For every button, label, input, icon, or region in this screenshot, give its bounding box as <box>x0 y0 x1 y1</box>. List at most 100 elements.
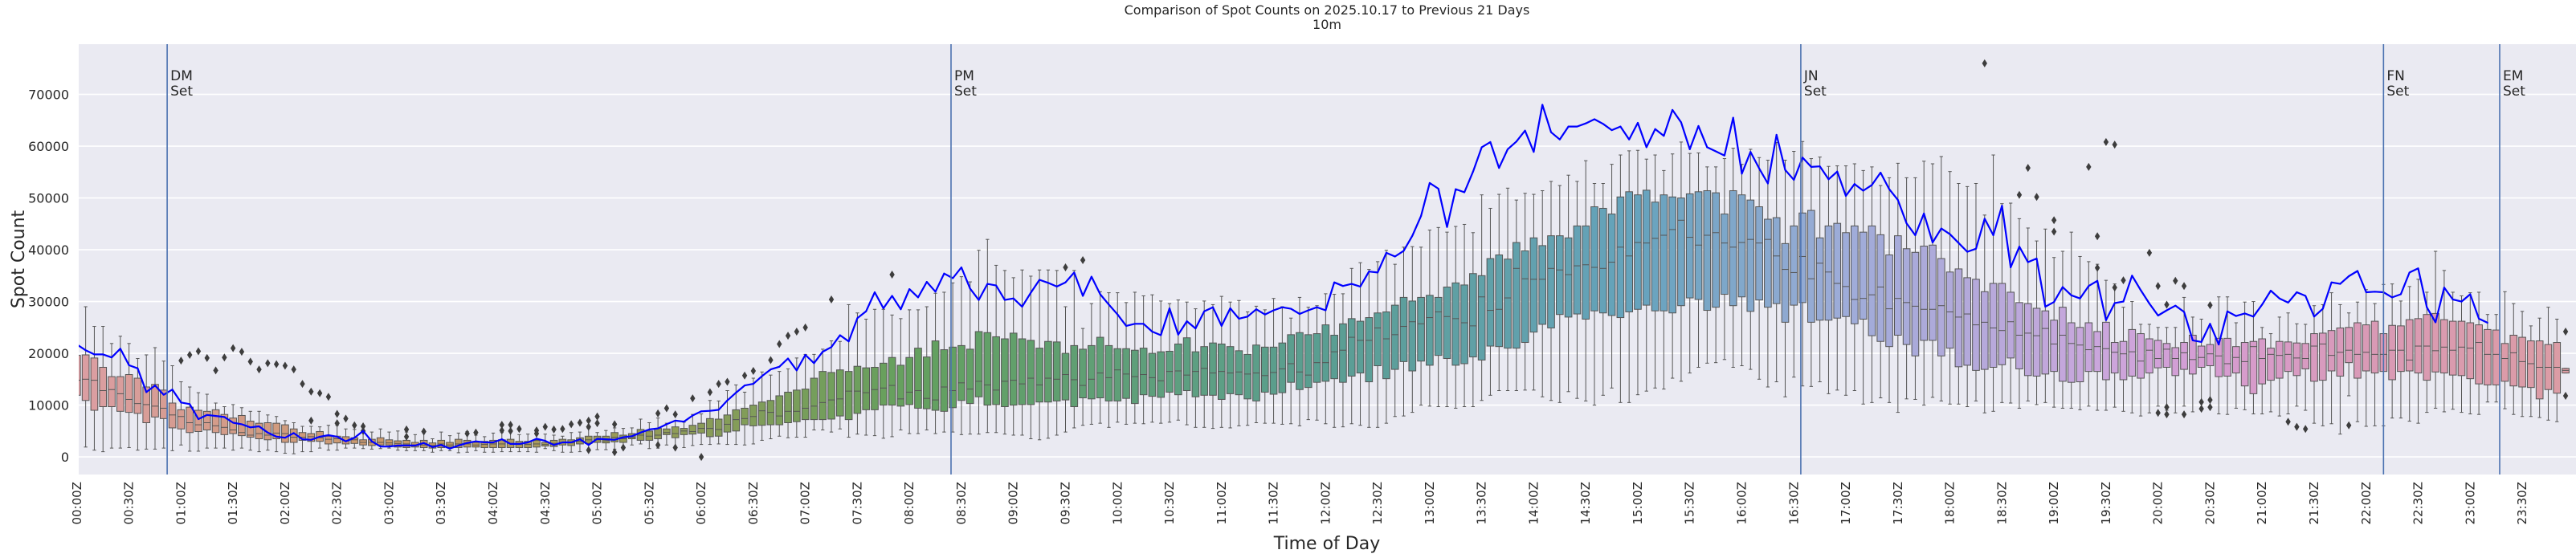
box-176 <box>1598 183 1607 396</box>
box-190 <box>1721 158 1729 360</box>
outlier-point <box>889 271 895 279</box>
box-112 <box>1044 269 1052 439</box>
x-tick-label: 05:00Z <box>590 482 605 525</box>
today-point <box>2296 291 2298 293</box>
box-iqr <box>1634 194 1642 310</box>
today-point <box>1012 297 1014 299</box>
box-iqr <box>1868 225 1876 336</box>
box-iqr <box>2050 320 2058 373</box>
box-150 <box>1374 261 1382 428</box>
box-265 <box>2370 303 2379 426</box>
today-point <box>1151 330 1153 332</box>
outlier-point <box>2207 403 2213 412</box>
outlier-point <box>594 412 600 421</box>
box-iqr <box>2093 331 2101 373</box>
today-point <box>2174 304 2177 307</box>
y-tick-label: 20000 <box>28 346 69 361</box>
today-point <box>700 410 703 413</box>
outlier-point <box>2016 190 2023 199</box>
box-118 <box>1096 291 1104 424</box>
box-164 <box>1495 193 1504 392</box>
today-point <box>111 356 113 359</box>
box-16 <box>211 402 220 449</box>
outlier-point <box>300 380 305 389</box>
box-239 <box>2145 324 2153 413</box>
box-20 <box>246 410 255 451</box>
box-9 <box>151 347 159 450</box>
today-point <box>674 419 676 422</box>
today-point <box>1003 299 1006 301</box>
today-point <box>1645 146 1647 149</box>
today-point <box>1108 303 1110 306</box>
today-point <box>795 369 798 372</box>
today-point <box>891 295 893 297</box>
box-iqr <box>2171 347 2180 377</box>
box-251 <box>2249 301 2258 415</box>
box-iqr <box>2370 320 2379 374</box>
x-tick-label: 15:00Z <box>1631 482 1645 525</box>
box-62 <box>610 427 618 450</box>
box-122 <box>1131 291 1139 424</box>
box-107 <box>1001 270 1009 435</box>
box-131 <box>1209 303 1217 430</box>
today-point <box>2374 291 2376 293</box>
box-iqr <box>90 357 99 411</box>
x-tick-label: 14:30Z <box>1578 482 1593 525</box>
today-point <box>865 310 868 312</box>
box-134 <box>1235 299 1243 426</box>
today-point <box>2417 267 2419 270</box>
box-iqr <box>1945 271 1954 349</box>
box-149 <box>1365 269 1374 428</box>
outlier-point <box>421 427 427 436</box>
outlier-point <box>802 323 808 332</box>
outlier-point <box>239 348 245 356</box>
x-tick-label: 06:00Z <box>694 482 708 525</box>
today-point <box>1229 307 1231 309</box>
box-183 <box>1659 169 1668 390</box>
box-4 <box>108 343 116 449</box>
box-274 <box>2448 291 2457 410</box>
today-point <box>93 353 96 356</box>
today-point <box>189 403 191 405</box>
today-point <box>1749 151 1752 153</box>
box-iqr <box>2284 341 2292 373</box>
today-point <box>1888 188 1891 190</box>
box-203 <box>1833 165 1842 391</box>
box-111 <box>1035 269 1043 441</box>
today-point <box>744 385 746 387</box>
today-point <box>2200 340 2202 343</box>
today-point <box>1862 189 1864 192</box>
today-point <box>2408 271 2411 274</box>
outlier-point <box>499 421 505 430</box>
today-point <box>1039 279 1041 281</box>
box-iqr <box>2153 340 2162 369</box>
today-point <box>2252 316 2255 318</box>
today-point <box>1585 122 1587 124</box>
box-285 <box>2544 307 2553 421</box>
box-76 <box>732 384 741 446</box>
outlier-point <box>2034 193 2039 202</box>
outlier-point <box>516 425 522 434</box>
box-iqr <box>2162 343 2171 368</box>
today-point <box>925 281 928 283</box>
box-198 <box>1790 151 1798 378</box>
box-iqr <box>1980 291 1989 370</box>
box-iqr <box>723 414 732 433</box>
outlier-point <box>499 426 505 435</box>
box-iqr <box>1191 351 1200 397</box>
today-point <box>362 430 365 432</box>
box-iqr <box>1044 340 1052 403</box>
outlier-point <box>2155 409 2161 417</box>
box-iqr <box>1746 199 1755 312</box>
box-17 <box>220 406 229 449</box>
outlier-point <box>2294 422 2300 431</box>
outlier-point <box>663 404 670 413</box>
box-iqr <box>1668 196 1676 314</box>
today-point <box>1420 215 1423 218</box>
box-iqr <box>272 422 280 439</box>
set-marker-label: EM <box>2503 68 2523 84</box>
today-point <box>995 284 998 287</box>
box-iqr <box>1807 210 1815 323</box>
today-point <box>622 436 624 438</box>
